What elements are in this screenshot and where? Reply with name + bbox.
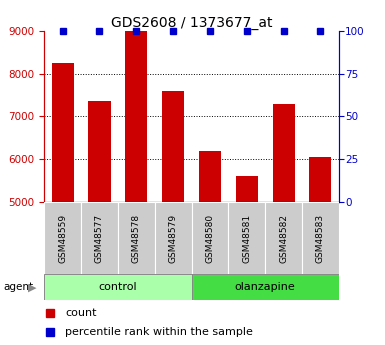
Bar [273, 104, 295, 202]
Bar [302, 202, 339, 274]
Bar [199, 151, 221, 202]
Text: GSM48559: GSM48559 [58, 214, 67, 263]
Text: olanzapine: olanzapine [235, 282, 296, 292]
Text: GSM48583: GSM48583 [316, 214, 325, 263]
Bar [118, 202, 155, 274]
Bar [125, 31, 147, 202]
Text: GSM48577: GSM48577 [95, 214, 104, 263]
Text: ▶: ▶ [28, 282, 36, 292]
Bar [228, 202, 265, 274]
Bar [192, 202, 228, 274]
Text: GSM48580: GSM48580 [206, 214, 214, 263]
Bar [89, 101, 110, 202]
Text: agent: agent [4, 282, 34, 292]
Text: control: control [99, 282, 137, 292]
Bar [265, 202, 302, 274]
Title: GDS2608 / 1373677_at: GDS2608 / 1373677_at [111, 16, 272, 30]
Bar [44, 202, 81, 274]
Bar [81, 202, 118, 274]
Text: GSM48581: GSM48581 [242, 214, 251, 263]
Bar [236, 176, 258, 202]
Bar [44, 274, 192, 300]
Bar [155, 202, 192, 274]
Bar [162, 91, 184, 202]
Text: GSM48582: GSM48582 [279, 214, 288, 263]
Text: count: count [65, 308, 96, 318]
Text: GSM48579: GSM48579 [169, 214, 177, 263]
Text: GSM48578: GSM48578 [132, 214, 141, 263]
Text: percentile rank within the sample: percentile rank within the sample [65, 327, 253, 337]
Bar [192, 274, 339, 300]
Bar [310, 157, 331, 202]
Bar [52, 63, 74, 202]
